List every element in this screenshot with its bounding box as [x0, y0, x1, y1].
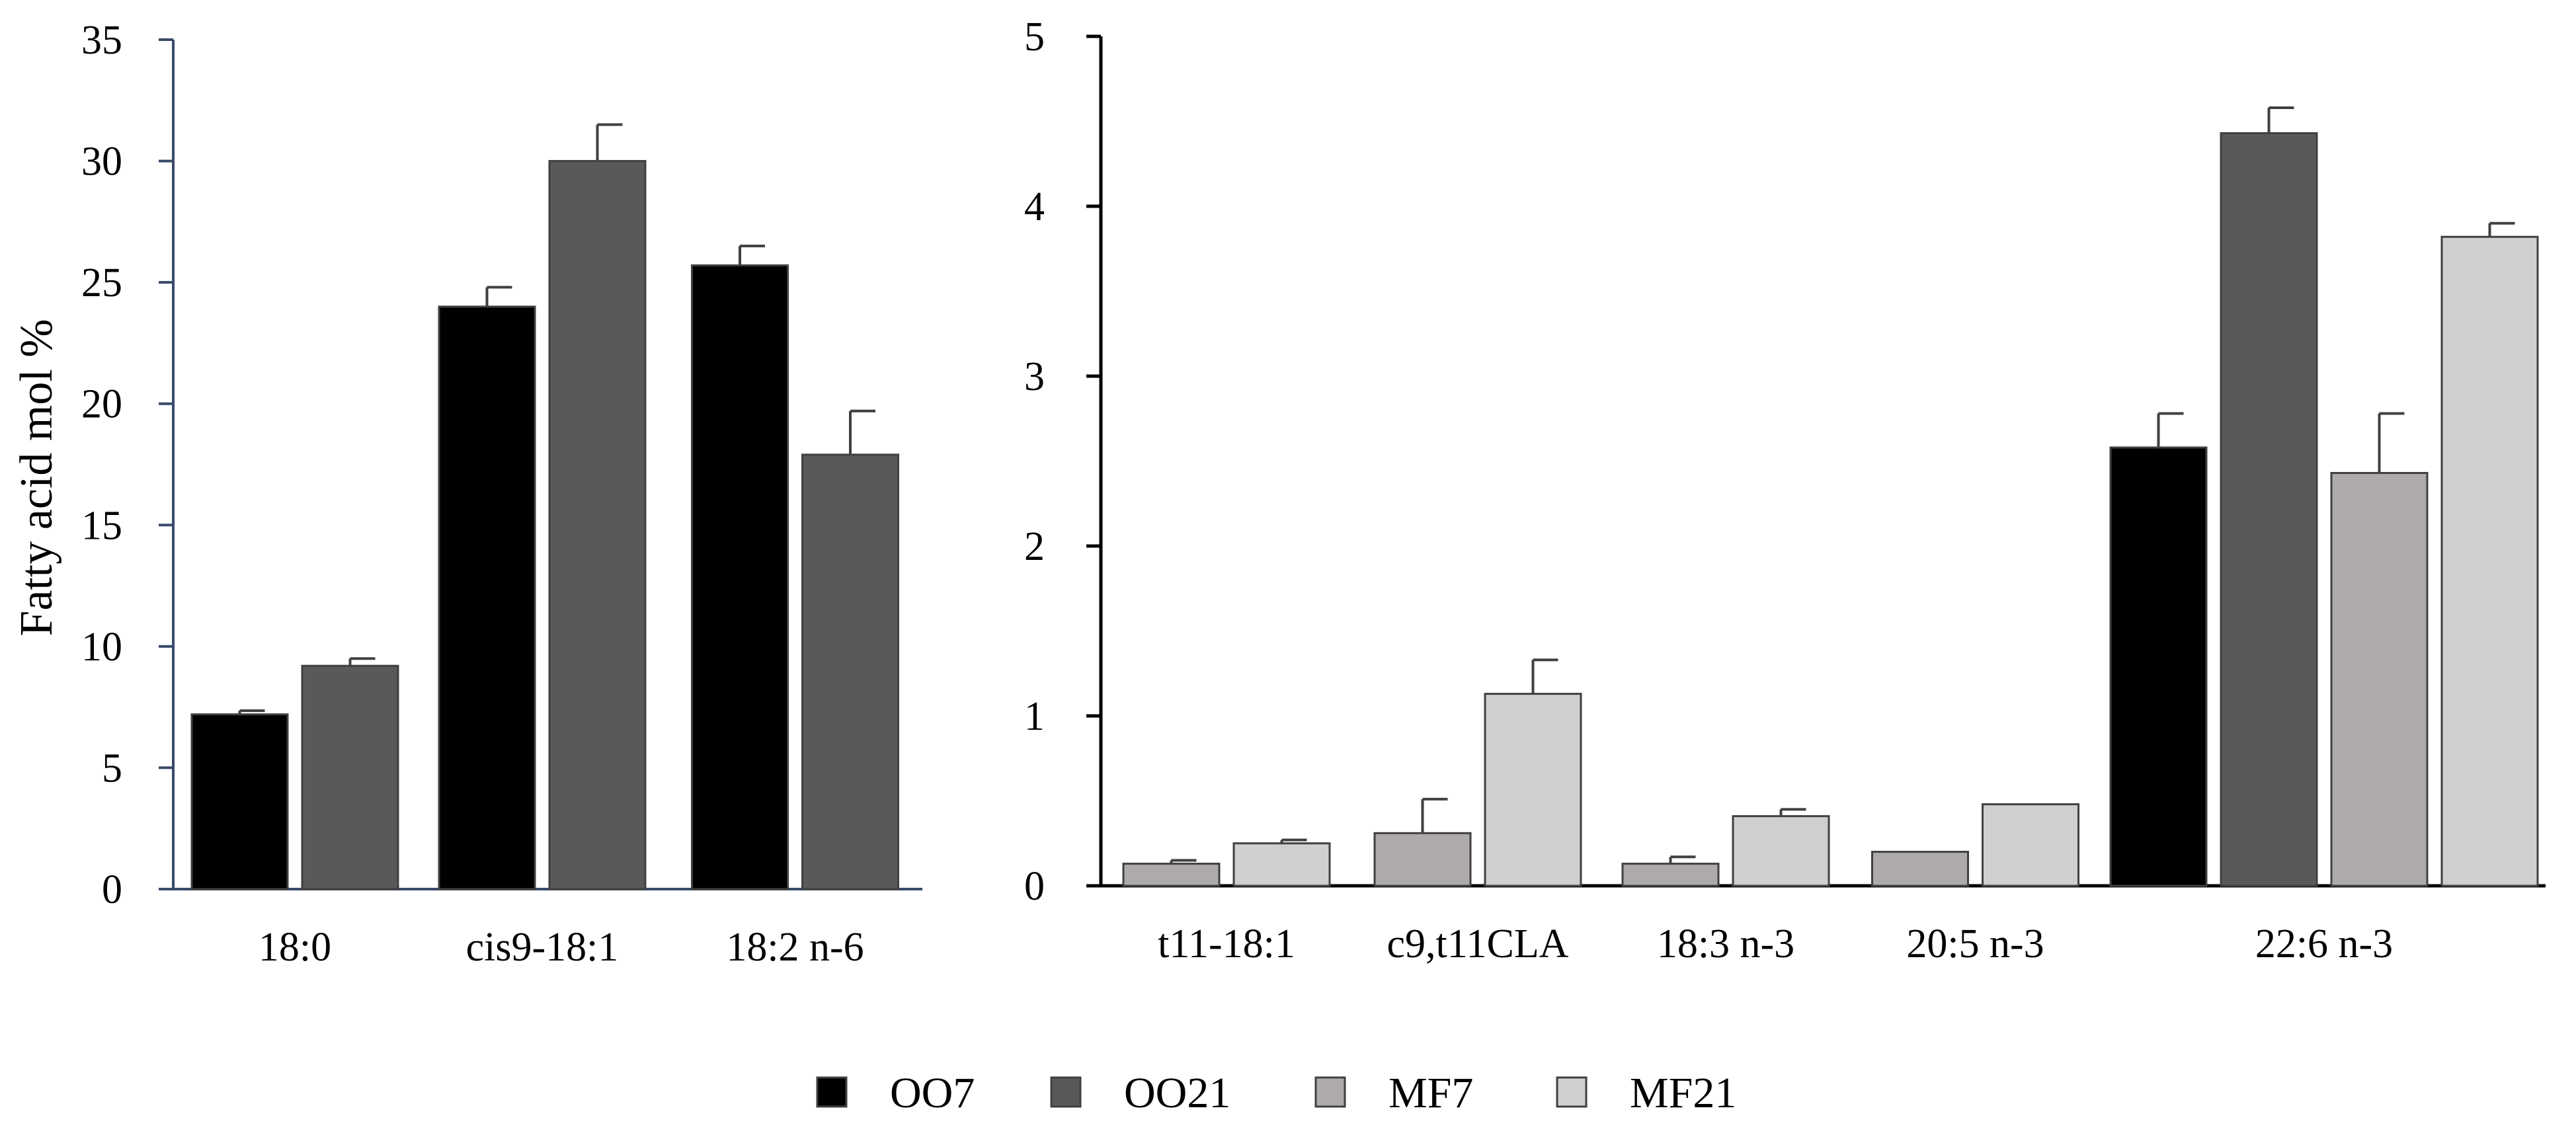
left-panel: 0 5 10 15 20 25 30 35 Fatty acid mol % 18:0 cis9-1… — [11, 18, 922, 970]
right-panel: 0 1 2 3 4 5 t11-18:1 c9,t11CLA 18:3 n-3 20:5 n-3 2… — [1024, 15, 2546, 966]
right-category-label: c9,t11CLA — [1387, 921, 1569, 966]
left-y-tick-label: 5 — [102, 746, 122, 791]
left-y-tick-label: 35 — [81, 18, 122, 63]
left-category-label: 18:0 — [259, 925, 331, 970]
left-y-tick-label: 15 — [81, 503, 122, 548]
right-bar-oo7-22-6-n-3 — [2109, 446, 2208, 887]
left-bar-oo7-cis9-18-1 — [438, 305, 536, 890]
right-y-tick-label: 0 — [1024, 864, 1045, 909]
legend-label-mf7: MF7 — [1389, 1069, 1473, 1117]
right-y-tick-label: 5 — [1024, 15, 1045, 59]
left-bar-oo7-18-2-n-6 — [691, 264, 789, 890]
right-bar-mf7-20-5-n-3 — [1871, 851, 1969, 887]
legend-swatch-mf7 — [1314, 1076, 1346, 1108]
left-y-tick-label: 10 — [81, 625, 122, 670]
left-bar-oo21-cis9-18-1 — [548, 160, 647, 890]
right-category-label: 18:3 n-3 — [1657, 921, 1794, 966]
left-bar-oo7-18-0 — [190, 713, 289, 890]
legend-label-oo21: OO21 — [1124, 1069, 1230, 1117]
legend: OO7 OO21 MF7 MF21 — [816, 1069, 1736, 1117]
right-category-label: t11-18:1 — [1158, 921, 1295, 966]
right-bar-oo21-22-6-n-3 — [2220, 132, 2318, 887]
right-y-tick-label: 4 — [1024, 184, 1045, 229]
legend-label-mf21: MF21 — [1630, 1069, 1736, 1117]
right-bar-mf7-18-3-n-3 — [1621, 863, 1720, 887]
left-category-label: cis9-18:1 — [466, 925, 619, 970]
left-y-tick-label: 25 — [81, 260, 122, 305]
right-y-tick-label: 1 — [1024, 694, 1045, 739]
left-y-tick-label: 30 — [81, 139, 122, 184]
legend-swatch-mf21 — [1556, 1076, 1588, 1108]
right-category-label: 20:5 n-3 — [1906, 921, 2044, 966]
y-axis-title: Fatty acid mol % — [11, 319, 62, 636]
right-y-tick-label: 2 — [1024, 524, 1045, 569]
right-bar-mf21-22-6-n-3 — [2440, 235, 2539, 887]
right-bar-mf7-c9-t11cla — [1373, 832, 1472, 887]
left-y-tick-label: 0 — [102, 867, 122, 912]
right-bar-mf21-c9-t11cla — [1484, 693, 1582, 887]
right-bar-mf21-t11-18-1 — [1232, 842, 1331, 887]
left-y-tick-label: 20 — [81, 382, 122, 427]
legend-label-oo7: OO7 — [890, 1069, 975, 1117]
right-bar-mf7-22-6-n-3 — [2330, 471, 2429, 887]
left-bar-oo21-18-2-n-6 — [801, 453, 899, 890]
right-bar-mf21-18-3-n-3 — [1732, 815, 1830, 887]
right-category-label: 22:6 n-3 — [2255, 921, 2393, 966]
legend-swatch-oo21 — [1050, 1076, 1082, 1108]
left-category-label: 18:2 n-6 — [726, 925, 864, 970]
right-bar-mf21-20-5-n-3 — [1982, 803, 2079, 887]
right-bar-mf7-t11-18-1 — [1122, 863, 1221, 887]
left-bar-oo21-18-0 — [301, 664, 399, 890]
right-y-tick-label: 3 — [1024, 354, 1045, 399]
legend-swatch-oo7 — [816, 1076, 848, 1108]
